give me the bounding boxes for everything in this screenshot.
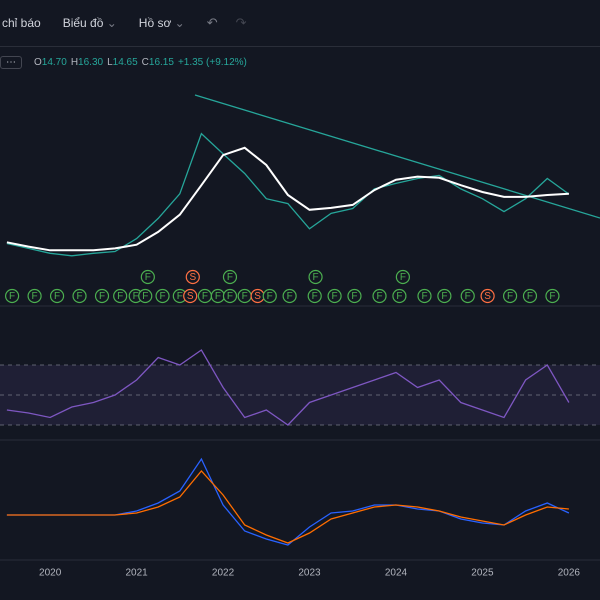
event-marker xyxy=(262,288,277,304)
event-label: F xyxy=(396,291,402,302)
redo-button[interactable]: ↷ xyxy=(235,15,247,30)
event-marker xyxy=(183,288,198,304)
event-label: F xyxy=(549,291,555,302)
event-label: S xyxy=(189,272,196,283)
event-label: F xyxy=(527,291,533,302)
x-tick-label: 2021 xyxy=(125,568,148,579)
event-marker xyxy=(308,269,323,285)
ohlc-key: H xyxy=(70,56,79,68)
event-label: F xyxy=(215,291,221,302)
event-marker xyxy=(140,269,155,285)
event-label: F xyxy=(421,291,427,302)
event-marker xyxy=(522,288,538,304)
event-label: F xyxy=(159,291,165,302)
event-label: F xyxy=(267,291,273,302)
event-marker xyxy=(222,288,238,304)
event-marker xyxy=(222,269,238,285)
x-tick-label: 2025 xyxy=(471,568,494,579)
event-label: F xyxy=(400,272,406,283)
event-label: F xyxy=(76,291,82,302)
event-label: F xyxy=(351,291,357,302)
event-marker xyxy=(185,269,200,285)
x-tick-label: 2022 xyxy=(212,568,235,579)
event-label: F xyxy=(145,272,151,283)
event-label: F xyxy=(227,291,233,302)
event-marker xyxy=(395,269,410,285)
event-label: F xyxy=(9,291,15,302)
ohlc-legend: ⋯ O 14.70 H 16.30 L 14.65 C 16.15 +1.35 (+9.12%) xyxy=(0,54,247,70)
event-label: F xyxy=(332,291,338,302)
event-label: F xyxy=(242,291,248,302)
event-label: F xyxy=(507,291,513,302)
event-label: F xyxy=(142,291,148,302)
ohlc-value: 14.65 xyxy=(112,56,138,68)
event-label: F xyxy=(133,291,139,302)
event-marker xyxy=(94,288,110,304)
event-label: F xyxy=(441,291,447,302)
event-label: F xyxy=(99,291,105,302)
x-tick-label: 2024 xyxy=(385,568,408,579)
x-tick-label: 2023 xyxy=(298,568,321,579)
ohlc-value: 14.70 xyxy=(41,56,67,68)
ohlc-value: 16.15 xyxy=(148,56,174,68)
event-marker xyxy=(480,288,495,304)
event-marker xyxy=(392,288,407,304)
more-button[interactable]: ⋯ xyxy=(0,55,22,69)
series-line xyxy=(6,146,569,252)
series-line xyxy=(6,349,570,426)
event-marker xyxy=(282,288,297,304)
event-label: S xyxy=(484,291,491,302)
ohlc-key: L xyxy=(107,56,113,68)
event-label: F xyxy=(117,291,123,302)
x-tick-label: 2020 xyxy=(39,568,62,579)
indicators-button[interactable]: chỉ báo xyxy=(2,16,41,30)
event-label: F xyxy=(465,291,471,302)
event-label: S xyxy=(254,291,261,302)
event-marker xyxy=(460,288,475,304)
event-label: F xyxy=(202,291,208,302)
event-marker xyxy=(327,288,342,304)
event-marker xyxy=(5,288,20,304)
event-marker xyxy=(417,288,432,304)
event-label: F xyxy=(312,291,318,302)
event-label: S xyxy=(187,291,194,302)
event-label: F xyxy=(54,291,60,302)
series-line xyxy=(6,132,570,257)
event-marker xyxy=(307,288,322,304)
event-marker xyxy=(27,288,42,304)
undo-button[interactable]: ↶ xyxy=(206,15,218,30)
series-line xyxy=(6,457,570,546)
ohlc-key: C xyxy=(141,56,149,68)
event-marker xyxy=(347,288,362,304)
event-marker xyxy=(113,288,128,304)
event-marker xyxy=(138,288,153,304)
event-label: F xyxy=(376,291,382,302)
change: +1.35 (+9.12%) xyxy=(177,56,247,68)
trend-line xyxy=(194,94,600,219)
event-label: F xyxy=(313,272,319,283)
toolbar: chỉ báo Biểu đồ Hồ sơ ↶ ↷ xyxy=(0,0,600,47)
event-marker xyxy=(545,288,560,304)
event-label: F xyxy=(287,291,293,302)
x-tick-label: 2026 xyxy=(558,568,581,579)
event-marker xyxy=(49,288,65,304)
event-marker xyxy=(72,288,87,304)
ohlc-key: O xyxy=(34,56,42,68)
event-label: F xyxy=(177,291,183,302)
series-line xyxy=(6,470,569,544)
event-marker xyxy=(502,288,518,304)
event-label: F xyxy=(32,291,38,302)
ohlc-value: 16.30 xyxy=(78,56,104,68)
event-marker xyxy=(155,288,170,304)
event-label: F xyxy=(227,272,233,283)
event-marker xyxy=(437,288,452,304)
chart-menu[interactable]: Biểu đồ xyxy=(63,16,117,30)
event-marker xyxy=(372,288,387,304)
profile-menu[interactable]: Hồ sơ xyxy=(139,16,185,30)
